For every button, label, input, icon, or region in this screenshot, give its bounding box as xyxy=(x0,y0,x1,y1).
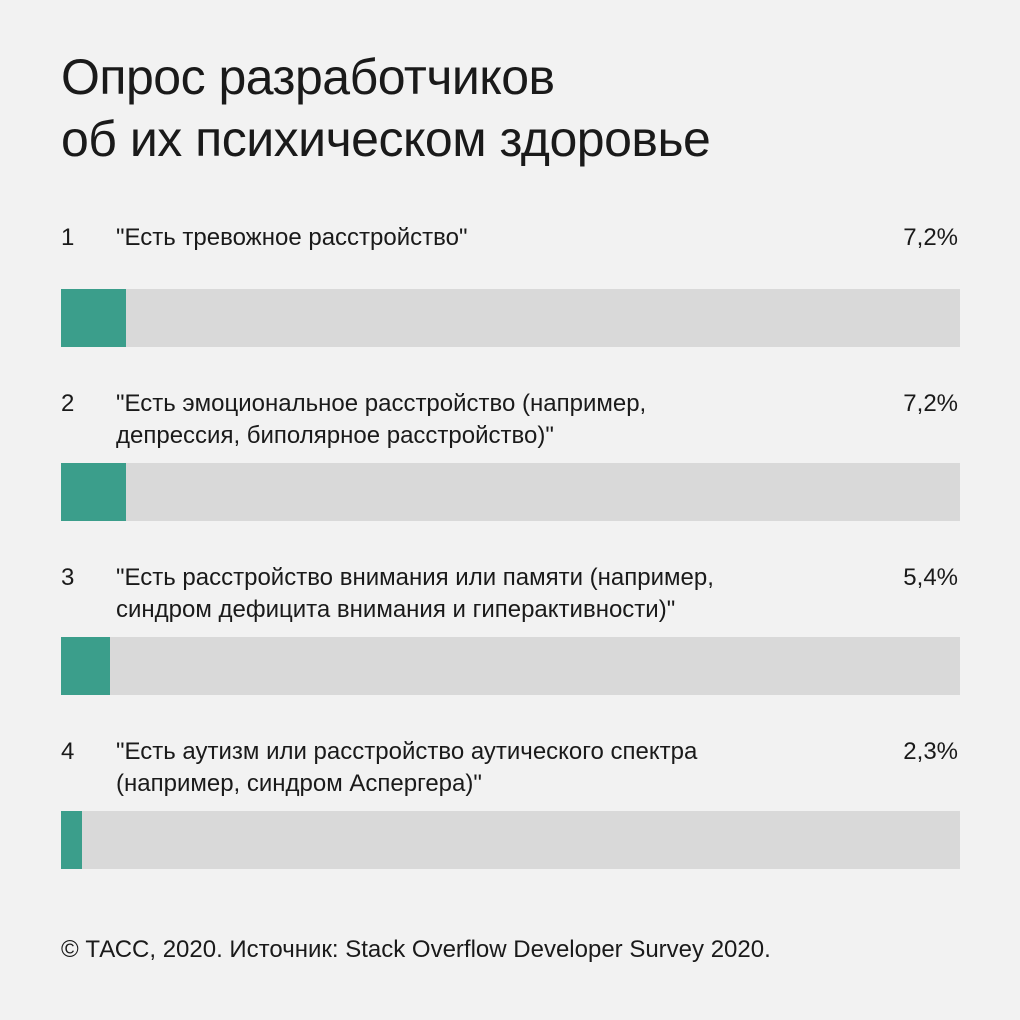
category-label: "Есть расстройство внимания или памяти (… xyxy=(116,564,714,623)
bar xyxy=(61,637,110,695)
category-label: "Есть аутизм или расстройство аутическог… xyxy=(116,738,698,797)
value-label: 2,3% xyxy=(903,738,958,765)
chart-title: Опрос разработчиков об их психическом зд… xyxy=(61,49,711,167)
bar-track xyxy=(61,463,960,521)
row-rank: 3 xyxy=(61,564,75,591)
row-rank: 1 xyxy=(61,224,75,251)
source-footer: © ТАСС, 2020. Источник: Stack Overflow D… xyxy=(61,936,771,963)
bar-track xyxy=(61,289,960,347)
bar-track xyxy=(61,637,960,695)
row-rank: 4 xyxy=(61,738,75,765)
bar xyxy=(61,289,126,347)
value-label: 5,4% xyxy=(903,564,958,591)
bar xyxy=(61,463,126,521)
category-label: "Есть эмоциональное расстройство (наприм… xyxy=(116,390,647,449)
bar xyxy=(61,811,82,869)
row-rank: 2 xyxy=(61,390,75,417)
bar-track xyxy=(61,811,960,869)
value-label: 7,2% xyxy=(903,224,958,251)
value-label: 7,2% xyxy=(903,390,958,417)
category-label: "Есть тревожное расстройство" xyxy=(116,224,468,251)
